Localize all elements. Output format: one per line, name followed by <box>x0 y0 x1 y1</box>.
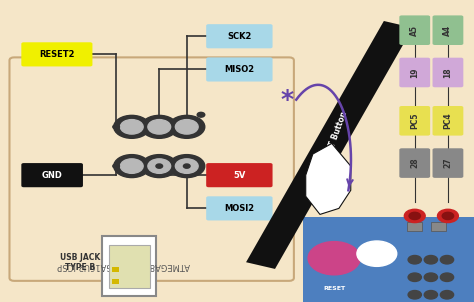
Text: MISO2: MISO2 <box>224 65 255 74</box>
Circle shape <box>442 212 454 220</box>
Circle shape <box>424 273 438 281</box>
Circle shape <box>120 159 143 173</box>
Text: PC5: PC5 <box>410 113 419 129</box>
Circle shape <box>148 159 171 173</box>
Text: 28: 28 <box>410 158 419 169</box>
Bar <box>112 279 119 284</box>
Circle shape <box>114 115 150 138</box>
Circle shape <box>156 164 163 168</box>
FancyBboxPatch shape <box>399 148 430 178</box>
Text: RESET Button: RESET Button <box>321 110 349 168</box>
FancyBboxPatch shape <box>21 163 83 187</box>
Bar <box>112 267 119 272</box>
Polygon shape <box>246 21 413 269</box>
Text: MOSI2: MOSI2 <box>224 204 255 213</box>
Circle shape <box>408 273 421 281</box>
Circle shape <box>424 255 438 264</box>
Circle shape <box>120 120 143 134</box>
Circle shape <box>440 291 454 299</box>
Circle shape <box>175 159 198 173</box>
Text: PC4: PC4 <box>444 112 452 129</box>
Circle shape <box>440 255 454 264</box>
Circle shape <box>148 120 171 134</box>
Circle shape <box>308 242 360 275</box>
FancyBboxPatch shape <box>206 163 273 187</box>
Circle shape <box>114 155 150 178</box>
Text: 19: 19 <box>410 67 419 78</box>
Circle shape <box>197 112 205 117</box>
Circle shape <box>408 255 421 264</box>
FancyBboxPatch shape <box>432 148 464 178</box>
FancyBboxPatch shape <box>399 15 430 45</box>
Circle shape <box>113 125 119 129</box>
Text: A4: A4 <box>444 25 452 36</box>
FancyBboxPatch shape <box>9 57 294 281</box>
Text: SCK2: SCK2 <box>227 32 252 41</box>
Circle shape <box>440 273 454 281</box>
FancyBboxPatch shape <box>206 196 273 220</box>
Circle shape <box>141 155 177 178</box>
Text: GND: GND <box>42 171 63 180</box>
Text: A5: A5 <box>410 25 419 36</box>
Circle shape <box>424 291 438 299</box>
Bar <box>102 236 156 296</box>
Circle shape <box>169 155 205 178</box>
FancyBboxPatch shape <box>399 58 430 87</box>
Text: RESET2: RESET2 <box>39 50 74 59</box>
Circle shape <box>183 164 190 168</box>
Circle shape <box>357 241 397 266</box>
FancyBboxPatch shape <box>21 42 92 66</box>
Text: 18: 18 <box>444 67 452 78</box>
FancyBboxPatch shape <box>206 24 273 48</box>
FancyBboxPatch shape <box>432 15 464 45</box>
Polygon shape <box>306 143 351 214</box>
Circle shape <box>141 115 177 138</box>
Circle shape <box>113 164 119 168</box>
Circle shape <box>408 291 421 299</box>
FancyBboxPatch shape <box>432 58 464 87</box>
FancyBboxPatch shape <box>399 106 430 136</box>
Bar <box>407 222 422 231</box>
Text: RESET: RESET <box>323 286 345 291</box>
Text: *: * <box>280 88 293 112</box>
Bar <box>109 245 150 288</box>
Bar <box>431 222 446 231</box>
Circle shape <box>175 120 198 134</box>
Circle shape <box>438 209 458 223</box>
Circle shape <box>409 212 420 220</box>
FancyBboxPatch shape <box>206 57 273 82</box>
FancyBboxPatch shape <box>432 106 464 136</box>
Text: ATMEGA8U2/ATMEGA16U2 ICSP: ATMEGA8U2/ATMEGA16U2 ICSP <box>57 261 190 270</box>
Circle shape <box>169 115 205 138</box>
Text: USB JACK
TYPE B: USB JACK TYPE B <box>60 253 100 272</box>
Text: 27: 27 <box>444 158 452 169</box>
Bar <box>303 217 474 302</box>
Text: 5V: 5V <box>233 171 246 180</box>
Circle shape <box>404 209 425 223</box>
